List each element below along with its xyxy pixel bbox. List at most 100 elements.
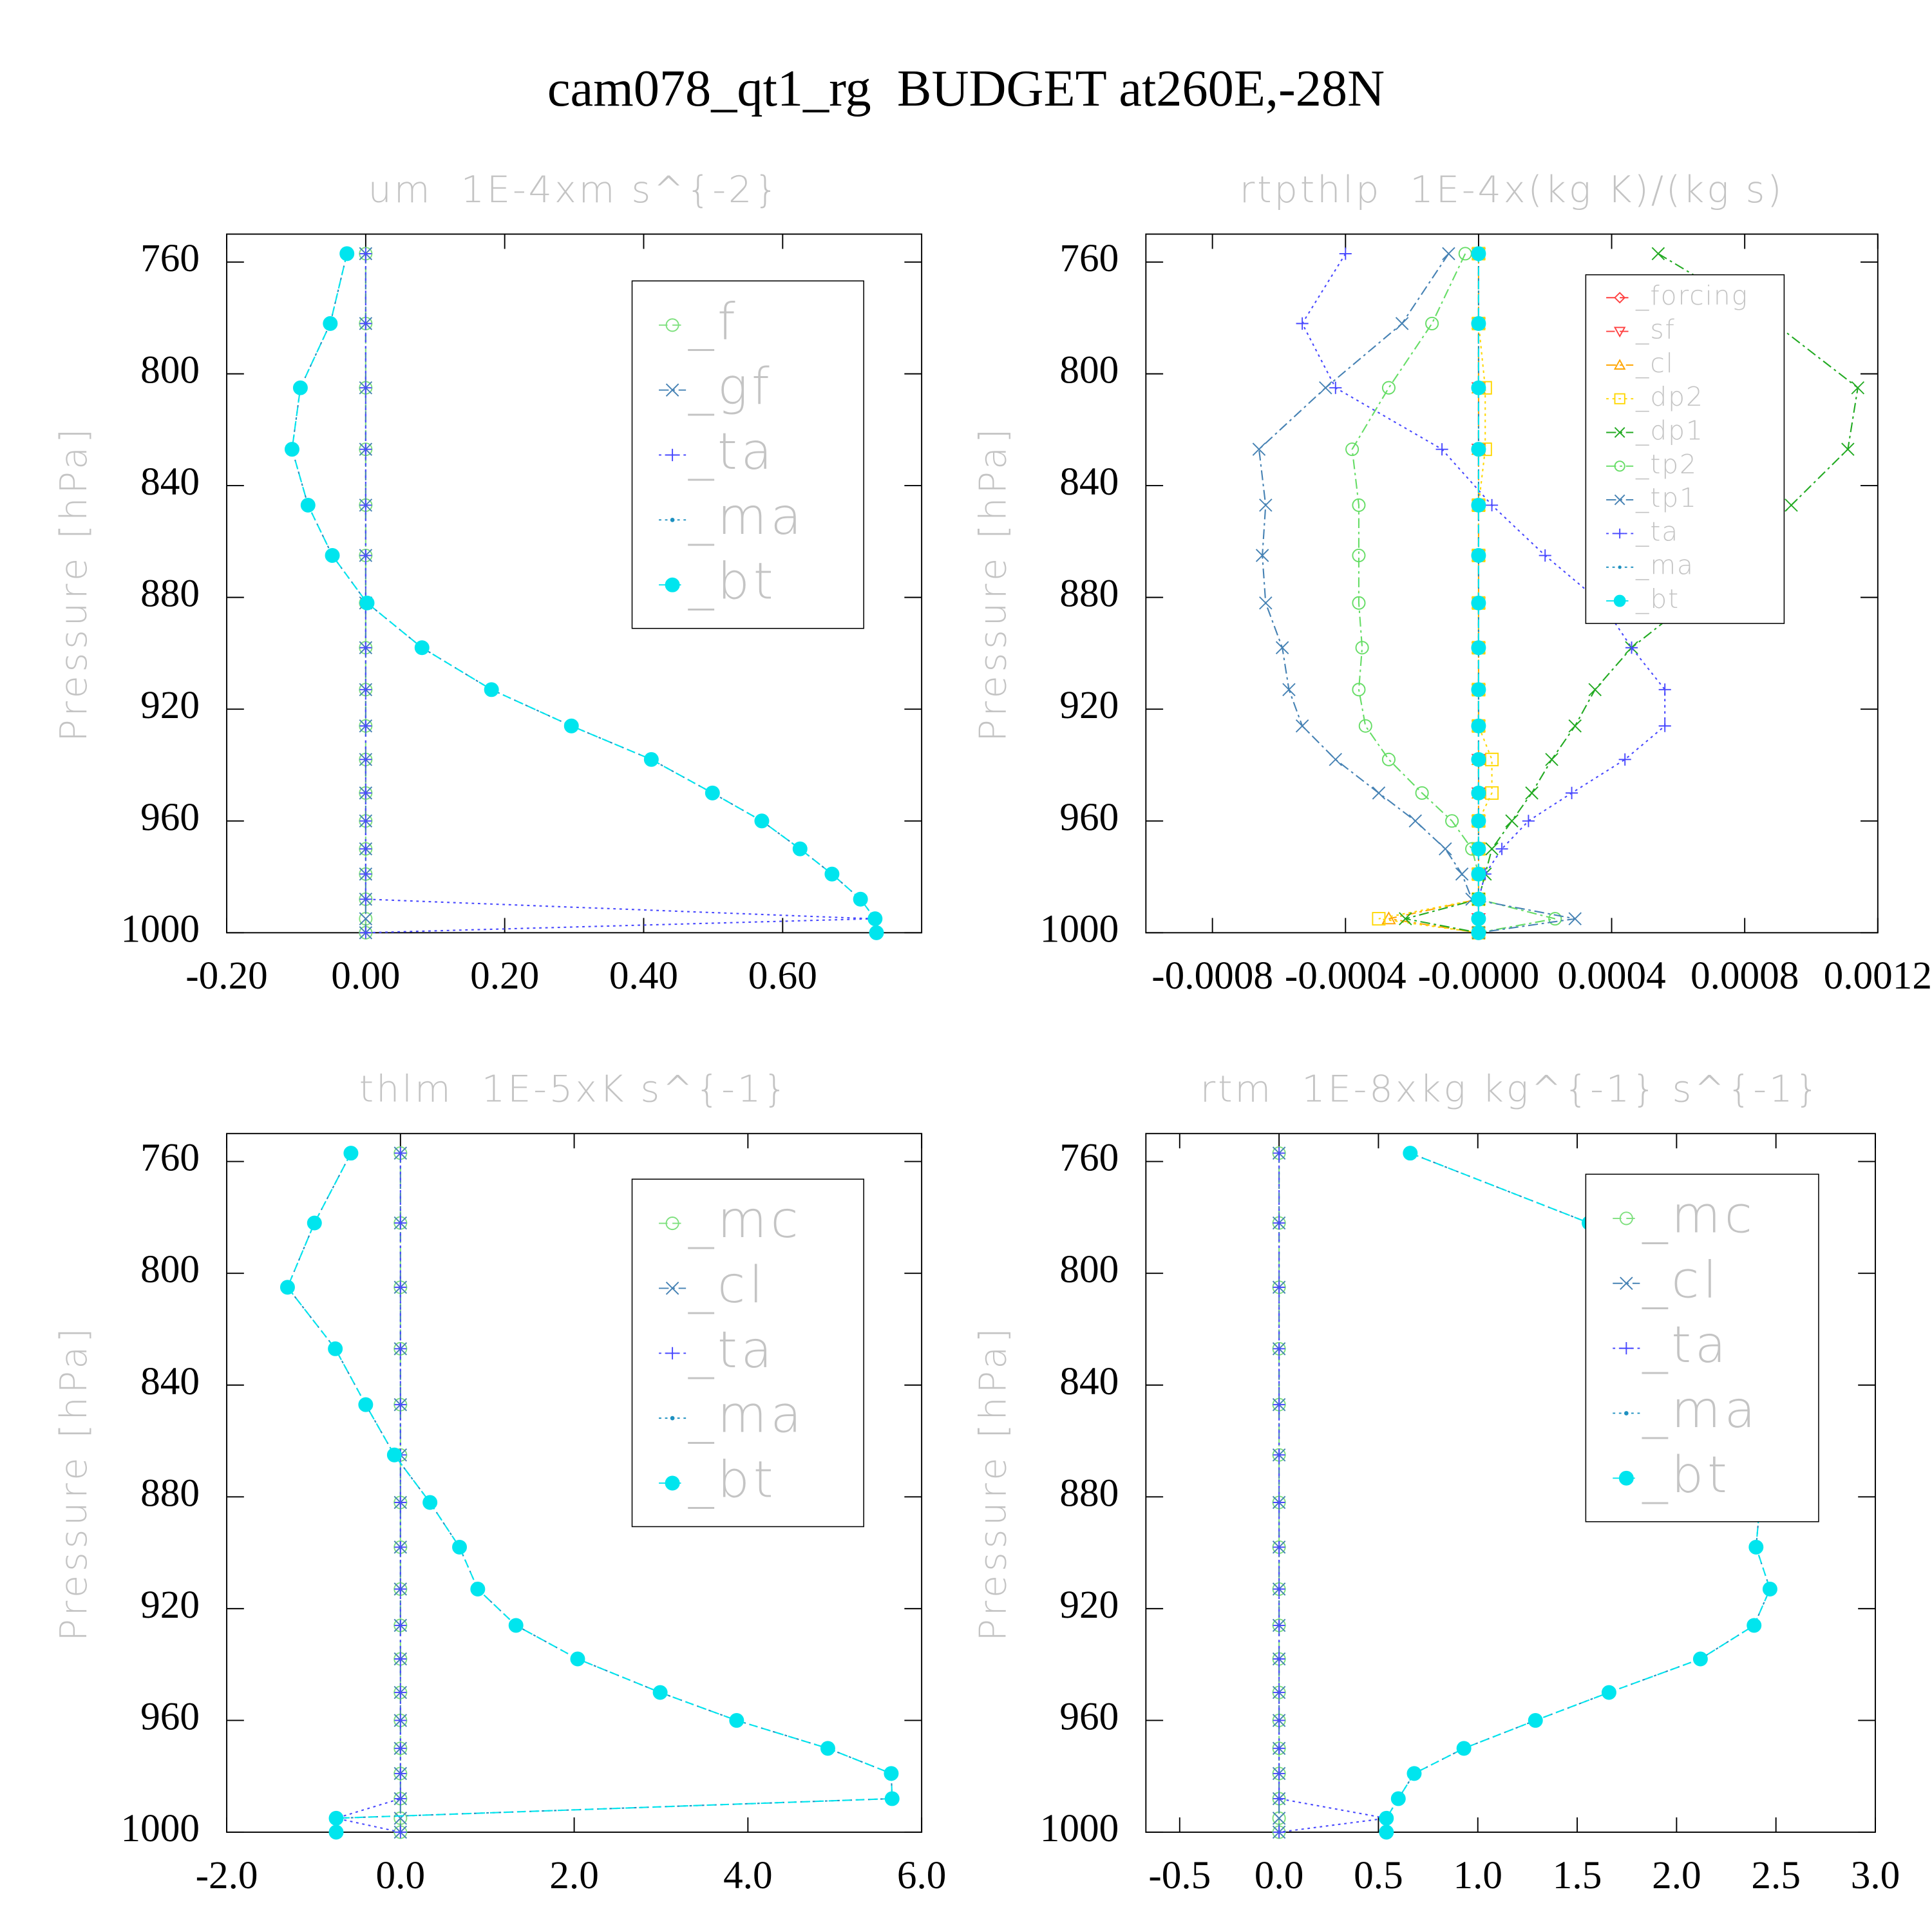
marker	[1525, 786, 1539, 800]
marker	[394, 1217, 407, 1229]
y-axis-label: Pressure [hPa]	[971, 1325, 1014, 1642]
marker	[1273, 1342, 1285, 1355]
legend-marker	[666, 448, 679, 462]
marker	[1471, 925, 1486, 940]
legend-marker	[1624, 1411, 1629, 1416]
legend-marker	[670, 517, 675, 522]
x-tick-label: 3.0	[1851, 1853, 1900, 1897]
legend-marker	[1619, 1211, 1633, 1226]
marker	[470, 1582, 486, 1596]
marker	[1785, 498, 1798, 512]
marker	[1381, 381, 1396, 395]
marker	[1273, 1653, 1285, 1665]
plot-frame	[1145, 1133, 1876, 1833]
marker	[820, 1741, 835, 1756]
marker	[1273, 1792, 1285, 1805]
marker	[328, 1341, 343, 1356]
marker	[1379, 1824, 1394, 1840]
panel-title: rtpthlp 1E-4x(kg K)/(kg s)	[1240, 168, 1785, 211]
marker	[1471, 866, 1486, 882]
marker	[386, 1447, 402, 1463]
x-tick-label: 0.60	[748, 954, 817, 998]
x-tick-label: -0.0008	[1151, 954, 1273, 998]
x-tick-label: 0.5	[1354, 1853, 1403, 1897]
marker	[422, 1495, 438, 1510]
marker	[1471, 841, 1486, 857]
x-tick-label: -0.5	[1148, 1853, 1211, 1897]
marker	[284, 442, 299, 457]
marker	[1456, 1741, 1472, 1756]
legend-label: _tp1	[1635, 482, 1698, 513]
marker	[1442, 247, 1455, 261]
marker	[869, 925, 884, 940]
legend-label: _cl	[1635, 348, 1674, 379]
x-tick-label: 0.0012	[1824, 954, 1932, 998]
marker	[359, 926, 372, 939]
marker	[1273, 1448, 1285, 1461]
marker	[643, 752, 659, 767]
marker	[279, 1280, 295, 1295]
marker	[1485, 786, 1499, 800]
legend-label: _bt	[688, 552, 777, 611]
panel-title: um 1E-4xm s^{-2}	[368, 168, 781, 211]
marker	[792, 841, 808, 857]
marker	[1273, 1496, 1285, 1509]
marker	[1445, 814, 1459, 828]
marker	[1272, 1812, 1286, 1825]
marker	[884, 1766, 899, 1781]
marker	[1455, 867, 1469, 881]
marker	[393, 1812, 408, 1825]
marker	[359, 867, 372, 880]
legend-label: _ta	[1642, 1315, 1730, 1374]
marker	[394, 1767, 407, 1780]
legend-marker	[1614, 460, 1625, 472]
marker	[1408, 814, 1423, 828]
plot-frame	[226, 233, 923, 934]
legend-label: _bt	[688, 1450, 777, 1509]
legend-label: _forcing	[1635, 280, 1748, 311]
marker	[1748, 1539, 1764, 1555]
marker	[1568, 719, 1582, 733]
marker	[1618, 753, 1631, 766]
marker	[323, 316, 338, 331]
y-axis-label: Pressure [hPa]	[52, 425, 95, 742]
y-tick-label: 760	[1059, 236, 1119, 280]
marker	[1295, 719, 1309, 733]
marker	[359, 498, 372, 511]
marker	[1495, 842, 1508, 855]
marker	[300, 497, 316, 513]
panel: rtpthlp 1E-4x(kg K)/(kg s) Pressure [hPa]…	[971, 168, 1932, 998]
y-tick-label: 840	[140, 460, 200, 504]
marker	[1471, 548, 1486, 564]
marker	[754, 813, 770, 829]
marker	[1273, 1281, 1285, 1294]
panel-title: thlm 1E-5xK s^{-1}	[359, 1068, 790, 1111]
y-tick-label: 760	[1059, 1136, 1119, 1180]
marker	[1841, 442, 1855, 456]
marker	[652, 1685, 668, 1700]
marker	[884, 1791, 900, 1806]
y-tick-label: 800	[140, 348, 200, 392]
legend-label: _f	[688, 292, 739, 351]
legend-label: _bt	[1635, 583, 1680, 614]
marker	[292, 380, 308, 395]
y-tick-label: 920	[140, 683, 200, 727]
marker	[1471, 813, 1486, 829]
legend-label: _gf	[688, 357, 773, 416]
marker	[1565, 786, 1578, 799]
marker	[1329, 381, 1342, 394]
legend-marker	[670, 1416, 675, 1421]
marker	[394, 1742, 407, 1755]
marker	[394, 1619, 407, 1632]
y-tick-label: 840	[1059, 1359, 1119, 1403]
marker	[1485, 842, 1499, 856]
legend-label: _dp1	[1635, 415, 1704, 446]
marker	[1273, 1686, 1285, 1699]
legend-label: _ta	[688, 1320, 776, 1379]
legend-box	[1585, 274, 1785, 624]
x-tick-label: -0.20	[185, 954, 268, 998]
marker	[359, 317, 372, 330]
marker	[394, 1496, 407, 1509]
y-axis-label: Pressure [hPa]	[52, 1325, 95, 1642]
marker	[1548, 912, 1562, 926]
